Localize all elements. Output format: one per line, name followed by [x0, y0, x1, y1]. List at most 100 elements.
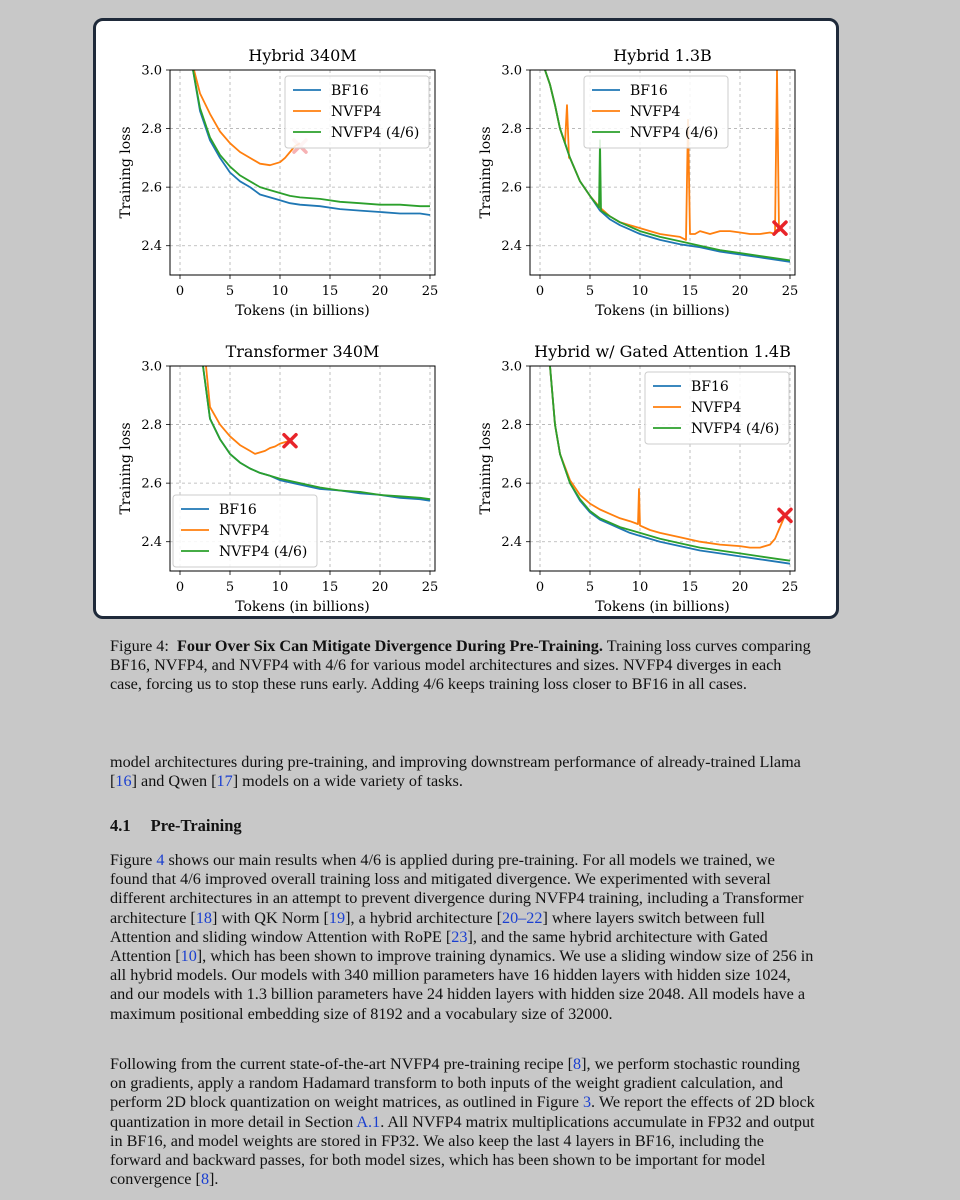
chart-panel-2: Hybrid 1.3B 0 5 10 15 20 25 2.4 2.6 2.8 3.0 Tokens …: [470, 40, 810, 325]
x-tick-label: 0: [176, 580, 184, 595]
citation-link[interactable]: 16: [115, 772, 132, 791]
y-tick-label: 2.6: [501, 477, 522, 492]
series-line-bf16: [202, 366, 431, 502]
y-tick-label: 2.6: [141, 477, 162, 492]
plot-area: [202, 366, 431, 502]
legend: BF16 NVFP4 NVFP4 (4/6): [583, 75, 729, 149]
legend-label: NVFP4 (4/6): [630, 125, 718, 141]
legend: BF16 NVFP4 NVFP4 (4/6): [644, 371, 790, 445]
x-tick-label: 10: [272, 580, 289, 595]
citation-link[interactable]: 20–22: [501, 908, 543, 927]
y-tick-label: 2.6: [501, 181, 522, 196]
chart-svg-4: Hybrid w/ Gated Attention 1.4B 0 5 10 15 20 25…: [478, 342, 799, 615]
section-title: Pre-Training: [150, 816, 242, 835]
legend-label: BF16: [219, 502, 257, 518]
marker-stroke: [772, 220, 788, 236]
figure-ref-link[interactable]: 4: [156, 851, 165, 869]
legend-label: BF16: [691, 379, 729, 395]
text-run: ] and Qwen [: [131, 772, 217, 791]
series-line-nvfp4: [544, 70, 783, 241]
paragraph-1: Figure 4 shows our main results when 4/6…: [110, 851, 815, 1024]
y-tick-label: 2.8: [141, 418, 162, 433]
divergence-marker: [282, 432, 298, 449]
legend-box: [644, 371, 790, 445]
plot-area: [544, 70, 791, 263]
series-line-bf16: [192, 70, 431, 216]
chart-panel-3: Transformer 340M 0 5 10 15 20 25 2.4 2.6 2.8 3.0 To…: [110, 336, 450, 621]
x-tick-label: 15: [322, 580, 339, 595]
text-run: ], a hybrid architecture [: [345, 908, 502, 927]
citation-link[interactable]: 18: [195, 908, 213, 927]
legend-label: NVFP4: [691, 400, 741, 416]
text-run: model architectures during pre-training,…: [110, 753, 801, 791]
plot-area: [549, 366, 791, 565]
y-tick-label: 2.8: [141, 122, 162, 137]
legend-label: NVFP4 (4/6): [219, 544, 307, 560]
figure-caption: Figure 4: Four Over Six Can Mitigate Div…: [110, 637, 815, 695]
x-tick-label: 20: [372, 284, 389, 299]
x-tick-label: 15: [322, 284, 339, 299]
plot-frame: [169, 69, 436, 276]
divergence-marker: [772, 220, 788, 236]
x-tick-label: 25: [782, 580, 799, 595]
caption-title: Four Over Six Can Mitigate Divergence Du…: [177, 637, 603, 655]
intro-paragraph: model architectures during pre-training,…: [110, 753, 815, 791]
text-run: ], which has been shown to improve train…: [110, 947, 814, 1023]
x-tick-label: 10: [632, 284, 649, 299]
text-run: Figure: [110, 851, 157, 869]
x-axis-label: Tokens (in billions): [595, 599, 729, 615]
marker-stroke: [777, 507, 793, 524]
legend-box: [583, 75, 729, 149]
section-number: 4.1: [110, 816, 131, 835]
text-run: ], and the same hybrid architecture with…: [110, 927, 768, 966]
text-run: shows our main results when 4/6 is appli…: [110, 851, 804, 927]
text-run: . We report the effects of 2D block quan…: [110, 1093, 815, 1131]
y-tick-label: 3.0: [501, 64, 522, 79]
legend-label: NVFP4: [331, 104, 381, 120]
legend-label: NVFP4: [630, 104, 680, 120]
series-line-nvfp4: [193, 70, 301, 167]
series-line-nvfp4-4-6-: [544, 70, 791, 262]
figure-ref-link[interactable]: 3: [582, 1093, 592, 1112]
x-tick-label: 5: [226, 580, 234, 595]
x-tick-label: 25: [422, 284, 439, 299]
chart-title: Transformer 340M: [226, 342, 380, 361]
caption-label: Figure 4:: [110, 637, 169, 655]
y-tick-label: 2.4: [141, 239, 162, 254]
y-tick-label: 3.0: [141, 64, 162, 79]
legend-label: NVFP4 (4/6): [691, 421, 779, 437]
section-ref-link[interactable]: A.1: [356, 1112, 381, 1131]
legend: BF16 NVFP4 NVFP4 (4/6): [172, 494, 318, 568]
y-tick-label: 2.6: [141, 181, 162, 196]
plot-frame: [529, 365, 796, 572]
y-axis-label: Training loss: [478, 126, 494, 218]
y-tick-label: 2.4: [141, 535, 162, 550]
x-axis-label: Tokens (in billions): [235, 599, 369, 615]
legend-label: BF16: [331, 83, 369, 99]
x-axis-label: Tokens (in billions): [235, 303, 369, 319]
citation-link[interactable]: 19: [328, 908, 346, 927]
y-axis-label: Training loss: [478, 422, 494, 514]
legend-box: [172, 494, 318, 568]
citation-link[interactable]: 10: [180, 947, 197, 966]
x-tick-label: 15: [682, 284, 699, 299]
x-tick-label: 5: [586, 580, 594, 595]
chart-svg-3: Transformer 340M 0 5 10 15 20 25 2.4 2.6 2.8 3.0 To…: [118, 342, 439, 615]
citation-link[interactable]: 17: [216, 772, 233, 791]
chart-title: Hybrid 340M: [248, 46, 356, 65]
citation-link[interactable]: 8: [200, 1170, 210, 1189]
text-run: . All NVFP4 matrix multiplications accum…: [110, 1112, 815, 1189]
y-tick-label: 3.0: [501, 360, 522, 375]
chart-svg-1: Hybrid 340M 0 5 10 15 20 25 2.4 2.6 2.8 3.0 Tokens …: [118, 46, 439, 319]
citation-link[interactable]: 8: [573, 1055, 582, 1073]
text-run: ] models on a wide variety of tasks.: [232, 772, 463, 791]
x-tick-label: 25: [422, 580, 439, 595]
marker-stroke: [282, 432, 298, 449]
citation-link[interactable]: 23: [451, 927, 468, 946]
x-tick-label: 10: [632, 580, 649, 595]
y-axis-label: Training loss: [118, 126, 134, 218]
x-tick-label: 15: [682, 580, 699, 595]
x-tick-label: 0: [176, 284, 184, 299]
text-run: ].: [209, 1170, 219, 1189]
chart-panel-4: Hybrid w/ Gated Attention 1.4B 0 5 10 15 20 25…: [470, 336, 810, 621]
